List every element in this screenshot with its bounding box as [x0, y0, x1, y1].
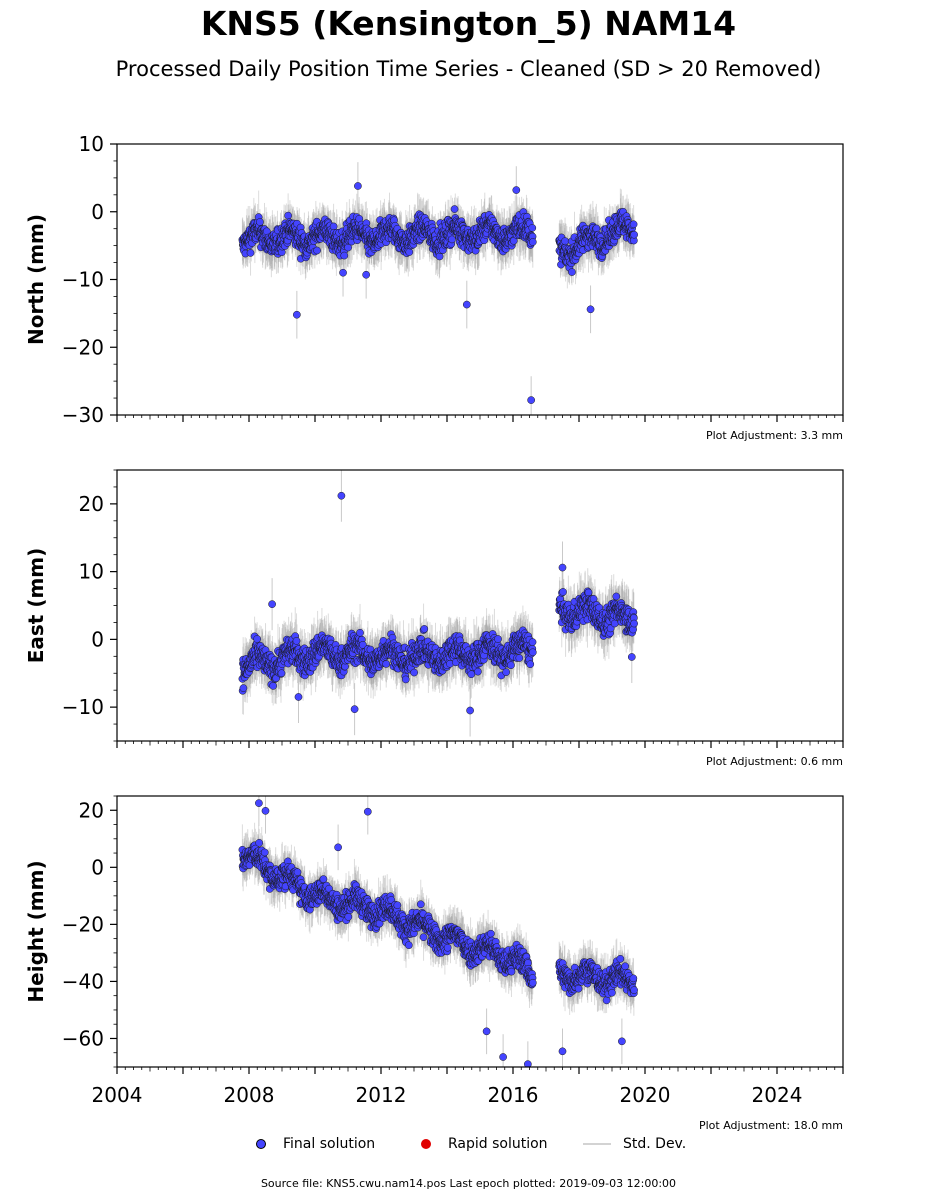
north-data-point	[528, 224, 537, 232]
east-data-point	[269, 682, 277, 690]
north-data-point	[340, 251, 349, 260]
north-y-tick-label: −10	[62, 268, 104, 292]
north-data-point	[561, 237, 569, 246]
north-data-point	[256, 218, 264, 226]
north-data-point	[339, 268, 347, 277]
north-data-point	[450, 205, 459, 213]
east-data-point	[253, 635, 261, 643]
east-final-solution-points	[238, 491, 638, 715]
north-data-point	[435, 252, 444, 261]
north-data-point	[354, 182, 362, 190]
north-data-point	[568, 268, 576, 276]
chart-subtitle: Processed Daily Position Time Series - C…	[115, 57, 822, 81]
east-data-point	[277, 669, 286, 678]
north-data-point	[528, 238, 537, 246]
north-stddev-bars	[241, 162, 635, 415]
north-data-point	[246, 249, 255, 257]
north-data-point	[512, 186, 521, 194]
north-data-point	[629, 220, 638, 229]
north-data-point	[293, 310, 301, 319]
north-plot-frame	[116, 143, 844, 416]
chart-title: KNS5 (Kensington_5) NAM14	[200, 4, 737, 43]
north-y-axis-label: North (mm)	[24, 214, 48, 345]
east-data-point	[239, 684, 248, 692]
north-y-tick-label: −30	[62, 403, 104, 427]
north-data-point	[405, 248, 414, 256]
north-y-tick-label: 10	[79, 132, 104, 156]
north-data-point	[313, 246, 321, 255]
east-data-point	[358, 641, 367, 649]
north-data-point	[630, 230, 638, 239]
north-final-solution-points	[238, 182, 638, 404]
east-data-point	[292, 637, 301, 645]
north-y-tick-label: 0	[91, 200, 104, 224]
north-data-point	[586, 305, 595, 314]
north-data-point	[527, 396, 536, 404]
north-data-point	[462, 300, 471, 309]
north-data-point	[284, 211, 292, 220]
north-data-point	[448, 235, 456, 244]
east-data-point	[356, 628, 364, 637]
north-data-point	[362, 270, 370, 279]
north-y-tick-label: −20	[62, 335, 104, 359]
